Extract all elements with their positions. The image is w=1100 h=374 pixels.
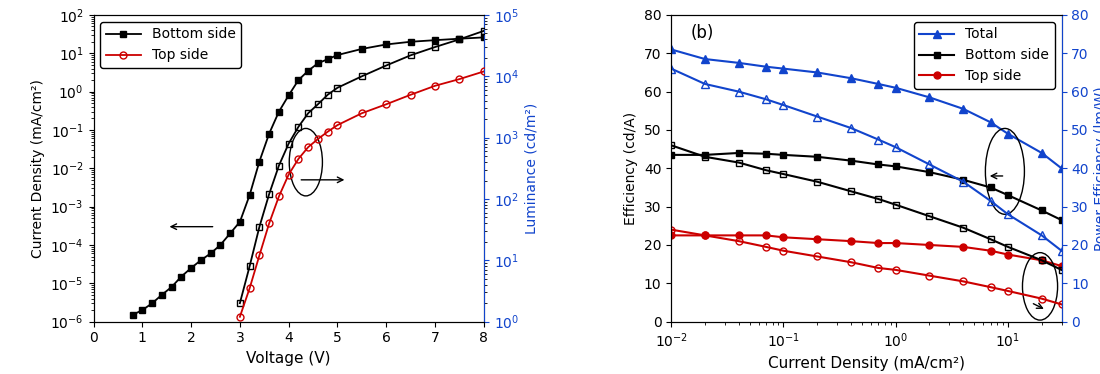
Total bbox=[664, 47, 678, 52]
Text: (b): (b) bbox=[691, 24, 714, 42]
Total bbox=[1055, 166, 1068, 171]
Y-axis label: Luminance (cd/m²): Luminance (cd/m²) bbox=[525, 103, 539, 234]
Total bbox=[984, 120, 998, 125]
Legend: Bottom side, Top side: Bottom side, Top side bbox=[100, 22, 241, 68]
Top side bbox=[698, 233, 712, 237]
Top side bbox=[984, 248, 998, 253]
Top side bbox=[889, 241, 902, 245]
Total bbox=[1001, 132, 1014, 136]
Bottom side bbox=[698, 153, 712, 157]
Top side bbox=[777, 235, 790, 240]
Bottom side bbox=[1001, 193, 1014, 197]
Top side bbox=[811, 237, 824, 242]
Top side bbox=[733, 233, 746, 237]
Bottom side bbox=[984, 185, 998, 190]
Top side bbox=[1035, 258, 1048, 263]
Top side bbox=[845, 239, 858, 243]
Bottom side bbox=[957, 178, 970, 182]
X-axis label: Voltage (V): Voltage (V) bbox=[246, 351, 331, 366]
Total bbox=[777, 67, 790, 71]
Bottom side bbox=[845, 159, 858, 163]
Bottom side bbox=[923, 170, 936, 174]
Bottom side bbox=[811, 154, 824, 159]
Top side bbox=[923, 243, 936, 247]
Bottom side bbox=[871, 162, 884, 167]
Line: Top side: Top side bbox=[668, 232, 1065, 270]
Bottom side bbox=[664, 153, 678, 157]
Total bbox=[957, 107, 970, 111]
Total bbox=[811, 70, 824, 75]
Top side bbox=[1001, 252, 1014, 257]
Top side bbox=[957, 245, 970, 249]
Total bbox=[923, 95, 936, 99]
Top side bbox=[759, 233, 772, 237]
Total bbox=[889, 86, 902, 90]
Line: Total: Total bbox=[667, 45, 1066, 172]
Top side bbox=[664, 233, 678, 237]
Bottom side bbox=[1035, 208, 1048, 213]
Line: Bottom side: Bottom side bbox=[668, 150, 1065, 224]
Top side bbox=[1055, 264, 1068, 268]
Total bbox=[759, 64, 772, 69]
Bottom side bbox=[759, 151, 772, 156]
Total bbox=[698, 57, 712, 61]
Y-axis label: Current Density (mA/cm²): Current Density (mA/cm²) bbox=[31, 79, 45, 258]
Top side bbox=[871, 241, 884, 245]
Y-axis label: Power Efficiency (lm/W): Power Efficiency (lm/W) bbox=[1094, 86, 1100, 251]
Total bbox=[1035, 151, 1048, 155]
Total bbox=[871, 82, 884, 86]
Bottom side bbox=[733, 151, 746, 155]
Text: (a): (a) bbox=[113, 24, 136, 42]
Total bbox=[845, 76, 858, 80]
Total bbox=[733, 61, 746, 65]
Bottom side bbox=[1055, 218, 1068, 222]
X-axis label: Current Density (mA/cm²): Current Density (mA/cm²) bbox=[768, 356, 965, 371]
Bottom side bbox=[777, 153, 790, 157]
Bottom side bbox=[889, 164, 902, 169]
Legend: Total, Bottom side, Top side: Total, Bottom side, Top side bbox=[914, 22, 1055, 89]
Y-axis label: Efficiency (cd/A): Efficiency (cd/A) bbox=[625, 112, 638, 225]
